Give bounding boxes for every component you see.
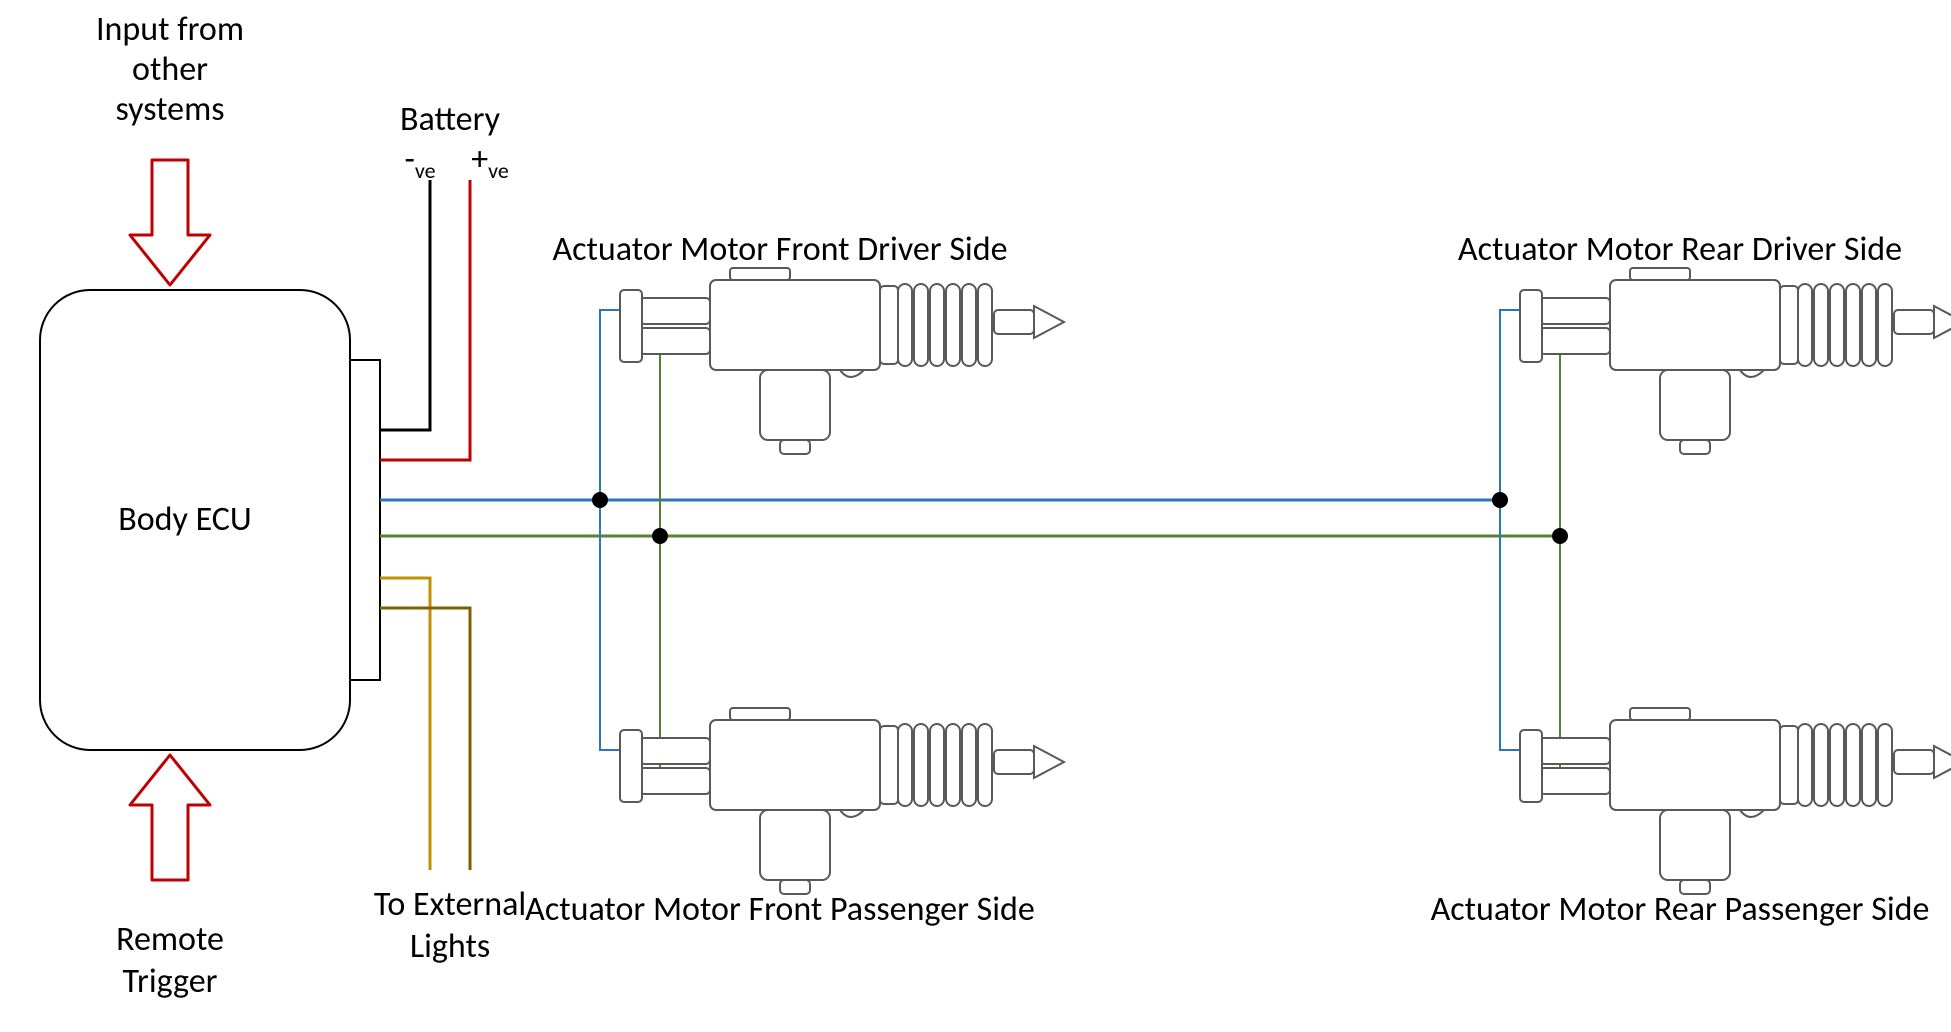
wire-ext-lights-1 <box>380 578 430 870</box>
label-battery-neg: -ve <box>404 139 435 184</box>
ecu-label: Body ECU <box>118 499 252 540</box>
arrow-remote-bottom <box>130 755 210 880</box>
actuator-front-driver <box>620 268 1064 454</box>
label-act-front-driver: Actuator Motor Front Driver Side <box>552 229 1007 270</box>
label-act-rear-driver: Actuator Motor Rear Driver Side <box>1458 229 1902 270</box>
wire-battery-pos <box>380 180 470 460</box>
label-input-top: Input fromothersystems <box>96 9 244 130</box>
actuator-rear-passenger <box>1520 708 1951 894</box>
label-act-front-passenger: Actuator Motor Front Passenger Side <box>525 889 1035 930</box>
label-remote: RemoteTrigger <box>116 919 224 1002</box>
label-battery: Battery <box>400 99 501 140</box>
wire-ext-lights-2 <box>380 608 470 870</box>
junction-green-left <box>652 528 668 544</box>
junction-green-right <box>1552 528 1568 544</box>
arrow-input-top <box>130 160 210 285</box>
junction-blue-left <box>592 492 608 508</box>
junction-blue-right <box>1492 492 1508 508</box>
wire-front-driver-green <box>620 340 660 536</box>
actuator-rear-driver <box>1520 268 1951 454</box>
label-act-rear-passenger: Actuator Motor Rear Passenger Side <box>1431 889 1930 930</box>
label-battery-pos: +ve <box>471 139 509 184</box>
ecu-connector <box>350 360 380 680</box>
wire-front-driver-blue <box>600 310 620 500</box>
actuator-front-passenger <box>620 708 1064 894</box>
label-ext-lights: To ExternalLights <box>374 884 526 967</box>
wire-rear-driver-green <box>1520 340 1560 536</box>
wire-battery-neg <box>380 180 430 430</box>
wire-rear-driver-blue <box>1500 310 1520 500</box>
